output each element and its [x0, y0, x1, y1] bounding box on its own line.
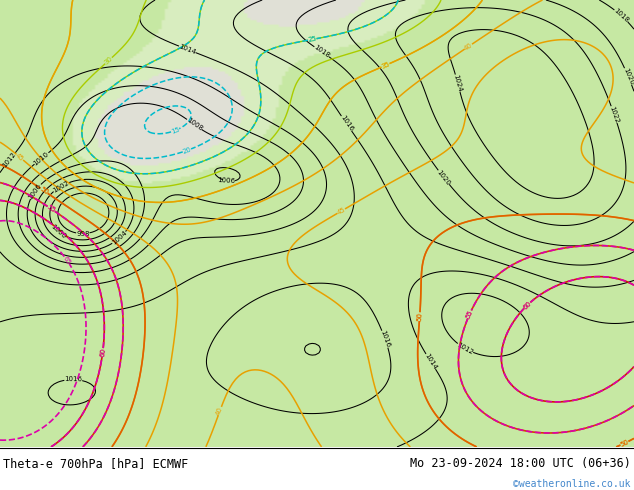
Text: 1006: 1006: [27, 182, 42, 200]
Text: 1000: 1000: [49, 223, 67, 240]
Text: 1014: 1014: [178, 43, 197, 55]
Text: 1002: 1002: [51, 179, 70, 194]
Text: 998: 998: [76, 231, 89, 237]
Text: 1018: 1018: [612, 7, 630, 24]
Text: 1006: 1006: [217, 177, 235, 184]
Text: 65: 65: [62, 255, 72, 266]
Text: 1016: 1016: [339, 114, 354, 133]
Text: 55: 55: [46, 204, 56, 214]
Text: 30: 30: [103, 55, 114, 66]
Text: 45: 45: [336, 206, 347, 216]
Text: 55: 55: [46, 204, 56, 214]
Text: 1012: 1012: [2, 151, 18, 169]
Text: 1020: 1020: [436, 169, 451, 186]
Text: 35: 35: [380, 61, 391, 70]
Text: 1014: 1014: [424, 352, 438, 371]
Text: 55: 55: [465, 309, 474, 319]
Text: 40: 40: [216, 406, 224, 416]
Text: 25: 25: [307, 36, 317, 43]
Text: Mo 23-09-2024 18:00 UTC (06+36): Mo 23-09-2024 18:00 UTC (06+36): [410, 457, 631, 470]
Text: 15: 15: [170, 126, 181, 135]
Text: 25: 25: [307, 36, 317, 43]
Text: ©weatheronline.co.uk: ©weatheronline.co.uk: [514, 479, 631, 489]
Text: 60: 60: [522, 300, 533, 311]
Text: 1004: 1004: [111, 230, 128, 246]
Text: 50: 50: [417, 312, 423, 321]
Text: 50: 50: [39, 186, 49, 196]
Text: 1020: 1020: [622, 67, 634, 86]
Text: 1022: 1022: [609, 105, 620, 124]
Text: 35: 35: [380, 61, 391, 70]
Text: 1008: 1008: [185, 117, 204, 132]
Text: 1024: 1024: [453, 74, 463, 93]
Text: 50: 50: [619, 439, 630, 448]
Text: 60: 60: [99, 348, 107, 357]
Text: 1016: 1016: [379, 330, 391, 348]
Text: 45: 45: [15, 152, 25, 162]
Text: 60: 60: [99, 348, 107, 357]
Text: 50: 50: [39, 186, 49, 196]
Text: 1012: 1012: [456, 342, 474, 356]
Text: Theta-e 700hPa [hPa] ECMWF: Theta-e 700hPa [hPa] ECMWF: [3, 457, 188, 470]
Text: 60: 60: [522, 300, 533, 311]
Text: 1016: 1016: [64, 376, 82, 383]
Text: 55: 55: [465, 309, 474, 319]
Text: 20: 20: [182, 146, 192, 155]
Text: 1018: 1018: [313, 44, 331, 59]
Text: 40: 40: [463, 42, 474, 51]
Text: 50: 50: [619, 439, 630, 448]
Text: 50: 50: [417, 312, 423, 321]
Text: 1010: 1010: [32, 150, 50, 167]
